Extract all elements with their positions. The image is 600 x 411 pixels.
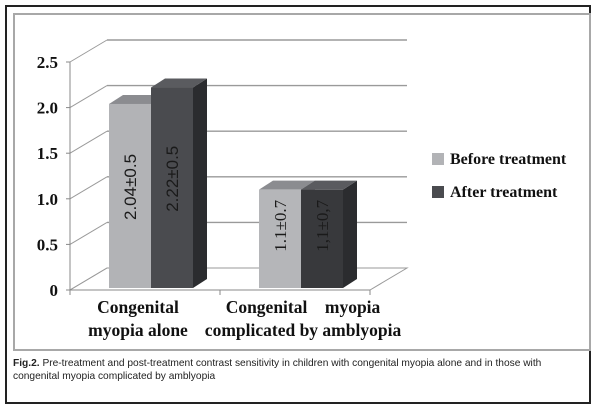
bar [301,189,343,288]
side-gridline [69,176,108,200]
legend-label: After treatment [450,184,558,201]
side-gridline [69,221,108,245]
x-category-label: Congenital [97,297,179,317]
bar-data-label: 1.1±0.7 [271,199,290,251]
x-category-label: complicated by amblyopia [205,320,402,340]
legend-swatch [432,153,444,165]
side-gridline [69,39,108,63]
bar-top [301,180,357,190]
axis-layer: 0 0.5 1.0 1.5 2.0 2.5 Congenital myopia alone Co… [37,53,402,340]
bar-top [151,78,207,88]
bar [151,87,193,288]
bar-side [343,180,357,288]
bar-data-label: 2.22±0.5 [163,146,182,212]
caption-label: Fig.2. [13,358,40,369]
legend-label: Before treatment [450,151,567,168]
bar-side [193,78,207,288]
bar-data-label: 2.04±0.5 [121,154,140,220]
y-tick-label: 1.5 [37,144,58,163]
bar [109,103,151,289]
figure-caption: Fig.2. Pre-treatment and post-treatment … [13,357,587,383]
caption-text: Pre-treatment and post-treatment contras… [13,358,542,382]
y-tick-label: 2.0 [37,99,58,118]
y-tick-label: 0.5 [37,235,58,254]
y-tick-label: 0 [50,281,59,300]
legend: Before treatment After treatment [432,151,567,201]
legend-swatch [432,186,444,198]
bar-layer: 2.04±0.5 2.22±0.5 1.1±0.7 1,1±0,7 [109,78,357,289]
y-tick-label: 1.0 [37,190,58,209]
bar-top [259,180,315,190]
x-category-label: myopia alone [88,320,188,340]
side-gridline [69,130,108,154]
bar [259,189,301,288]
x-category-label: Congenital myopia [226,297,381,317]
y-tick-label: 2.5 [37,53,58,72]
bar-data-label: 1,1±0,7 [313,199,332,251]
side-gridline [69,85,108,109]
